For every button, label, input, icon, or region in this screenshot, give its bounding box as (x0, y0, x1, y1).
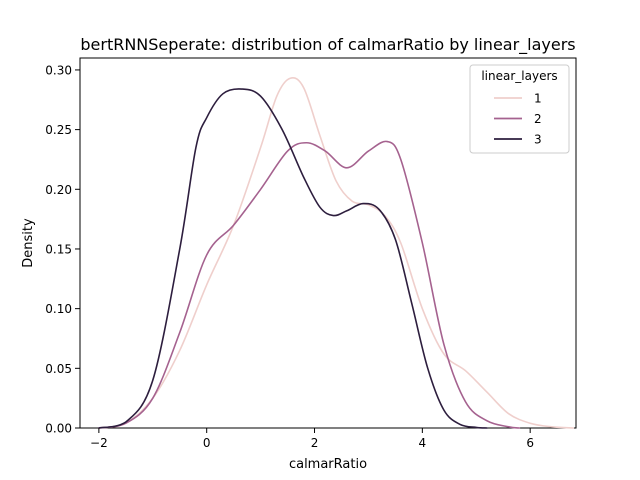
legend-label-1: 1 (534, 92, 542, 106)
legend-title: linear_layers (481, 69, 557, 83)
legend-label-2: 2 (534, 112, 542, 126)
series-line-3 (98, 88, 488, 429)
y-tick-label: 0.05 (45, 362, 72, 376)
legend-label-3: 3 (534, 133, 542, 147)
x-axis-label: calmarRatio (289, 457, 367, 472)
x-axis-ticks: −2 0 2 4 6 (90, 428, 534, 450)
x-tick-label: −2 (90, 436, 108, 450)
y-tick-label: 0.30 (45, 63, 72, 77)
x-tick-label: 2 (311, 436, 319, 450)
y-tick-label: 0.25 (45, 123, 72, 137)
y-axis-label: Density (21, 218, 36, 268)
series-line-1 (98, 77, 575, 429)
y-tick-label: 0.00 (45, 422, 72, 436)
plot-frame (79, 57, 577, 429)
legend-frame (469, 64, 570, 154)
legend-entries: 1 2 3 (494, 92, 542, 147)
legend: linear_layers 1 2 3 (469, 64, 570, 154)
y-tick-label: 0.20 (45, 183, 72, 197)
series-line-2 (98, 140, 521, 429)
x-tick-label: 6 (526, 436, 534, 450)
plot-area: −2 0 2 4 6 0.00 0.05 0.10 0.15 0.20 0.25 0.30 (45, 57, 577, 450)
chart-title: bertRNNSeperate: distribution of calmarR… (80, 35, 575, 55)
x-tick-label: 4 (419, 436, 427, 450)
series-layer (98, 77, 575, 429)
y-axis-ticks: 0.00 0.05 0.10 0.15 0.20 0.25 0.30 (45, 63, 80, 436)
y-tick-label: 0.10 (45, 302, 72, 316)
x-tick-label: 0 (203, 436, 211, 450)
y-tick-label: 0.15 (45, 242, 72, 256)
